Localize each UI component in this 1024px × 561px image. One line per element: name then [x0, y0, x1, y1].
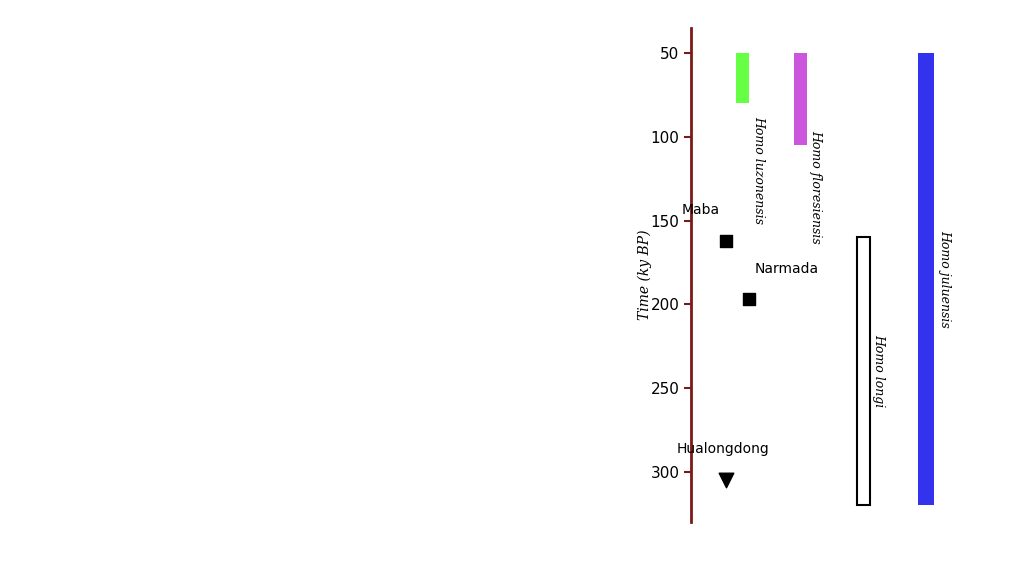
Text: Hualongdong: Hualongdong [677, 443, 769, 457]
Bar [857, 237, 869, 505]
Text: Homo juluensis: Homo juluensis [938, 230, 951, 328]
Text: Homo longi: Homo longi [872, 334, 886, 408]
Bar [919, 53, 934, 505]
Text: Homo luzonensis: Homo luzonensis [752, 116, 765, 224]
Text: Maba: Maba [682, 203, 720, 217]
Text: Narmada: Narmada [755, 262, 818, 275]
Point [718, 236, 734, 245]
Bar [794, 53, 807, 145]
Point [740, 295, 757, 304]
Point [718, 475, 734, 484]
Bar [736, 53, 750, 103]
Text: Time (ky BP): Time (ky BP) [638, 229, 652, 320]
Text: Homo floresiensis: Homo floresiensis [809, 130, 822, 244]
